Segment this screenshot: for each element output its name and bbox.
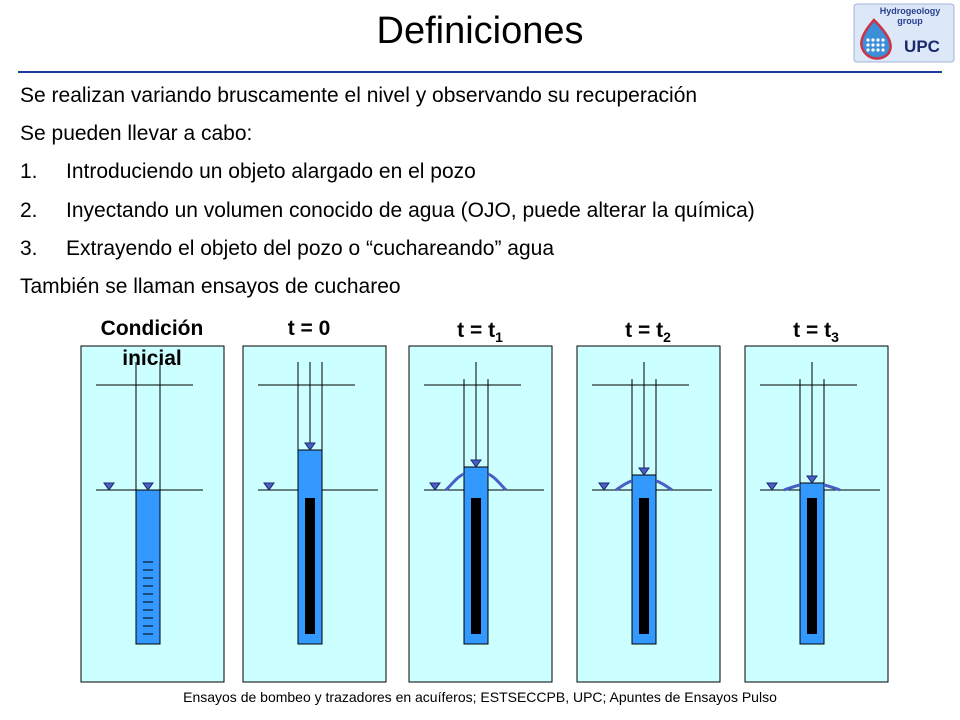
list-item-text: Introduciendo un objeto alargado en el p… <box>66 160 476 183</box>
panel-t1 <box>408 345 553 683</box>
title-rule <box>18 71 942 73</box>
water-level-marker-icon <box>638 467 650 476</box>
water-level-marker-icon <box>142 482 154 491</box>
dot-grid-icon <box>866 38 885 52</box>
panel-label-subscript: 2 <box>663 329 671 345</box>
panel-label-text: t = t <box>793 319 832 342</box>
logo-text-upc: UPC <box>904 37 940 56</box>
panel-label: Condición <box>100 317 204 340</box>
panel-initial <box>80 345 225 683</box>
list-item-number: 3. <box>20 237 38 260</box>
panel-label-text: t = t <box>625 319 664 342</box>
lead-text: Se pueden llevar a cabo: <box>20 122 253 145</box>
intro-text: Se realizan variando bruscamente el nive… <box>20 84 698 107</box>
water-level-marker-icon <box>806 475 818 484</box>
panel-label: inicial <box>122 347 182 370</box>
water-table-marker-icon <box>766 482 778 491</box>
list-item-number: 1. <box>20 160 38 183</box>
list-item-text: Extrayendo el objeto del pozo o “cuchare… <box>66 237 555 260</box>
slug-object <box>639 498 649 634</box>
footer-citation: Ensayos de bombeo y trazadores en acuífe… <box>183 689 777 705</box>
closing-text: También se llaman ensayos de cuchareo <box>20 275 401 298</box>
mound-curve <box>783 483 801 492</box>
panel-label: t = t2 <box>588 318 708 344</box>
list-item-number: 2. <box>20 199 38 222</box>
mound-curve <box>615 479 633 492</box>
mound-curve <box>823 483 841 492</box>
panel-label-text: t = t <box>457 319 496 342</box>
page-title: Definiciones <box>376 10 584 52</box>
panel-label: t = 0 <box>287 317 331 340</box>
slug-object <box>807 498 817 634</box>
mound-curve <box>655 479 673 492</box>
water-table-marker-icon <box>103 482 115 491</box>
screen-slots <box>143 561 153 635</box>
panel-label: t = t1 <box>420 318 540 344</box>
panel-t3 <box>744 345 889 683</box>
water-table-marker-icon <box>429 482 441 491</box>
list-item-text: Inyectando un volumen conocido de agua (… <box>66 199 755 222</box>
mound-curve <box>444 472 465 492</box>
panel-label-subscript: 3 <box>831 329 839 345</box>
panel-t2 <box>576 345 721 683</box>
water-level-marker-icon <box>470 459 482 468</box>
logo-text-hydrogeology: Hydrogeology <box>880 6 941 16</box>
mound-curve <box>487 472 508 492</box>
panel-label: t = t3 <box>756 318 876 344</box>
water-table-marker-icon <box>263 482 275 491</box>
panel-label-subscript: 1 <box>495 329 503 345</box>
upc-hydrogeology-logo: Hydrogeology group UPC <box>853 3 955 63</box>
logo-text-group: group <box>897 16 923 26</box>
slug-object <box>471 498 481 634</box>
panel-t0 <box>242 345 387 683</box>
slug-object <box>305 498 315 634</box>
water-level-marker-icon <box>304 442 316 451</box>
well-water <box>135 489 161 645</box>
water-table-marker-icon <box>598 482 610 491</box>
